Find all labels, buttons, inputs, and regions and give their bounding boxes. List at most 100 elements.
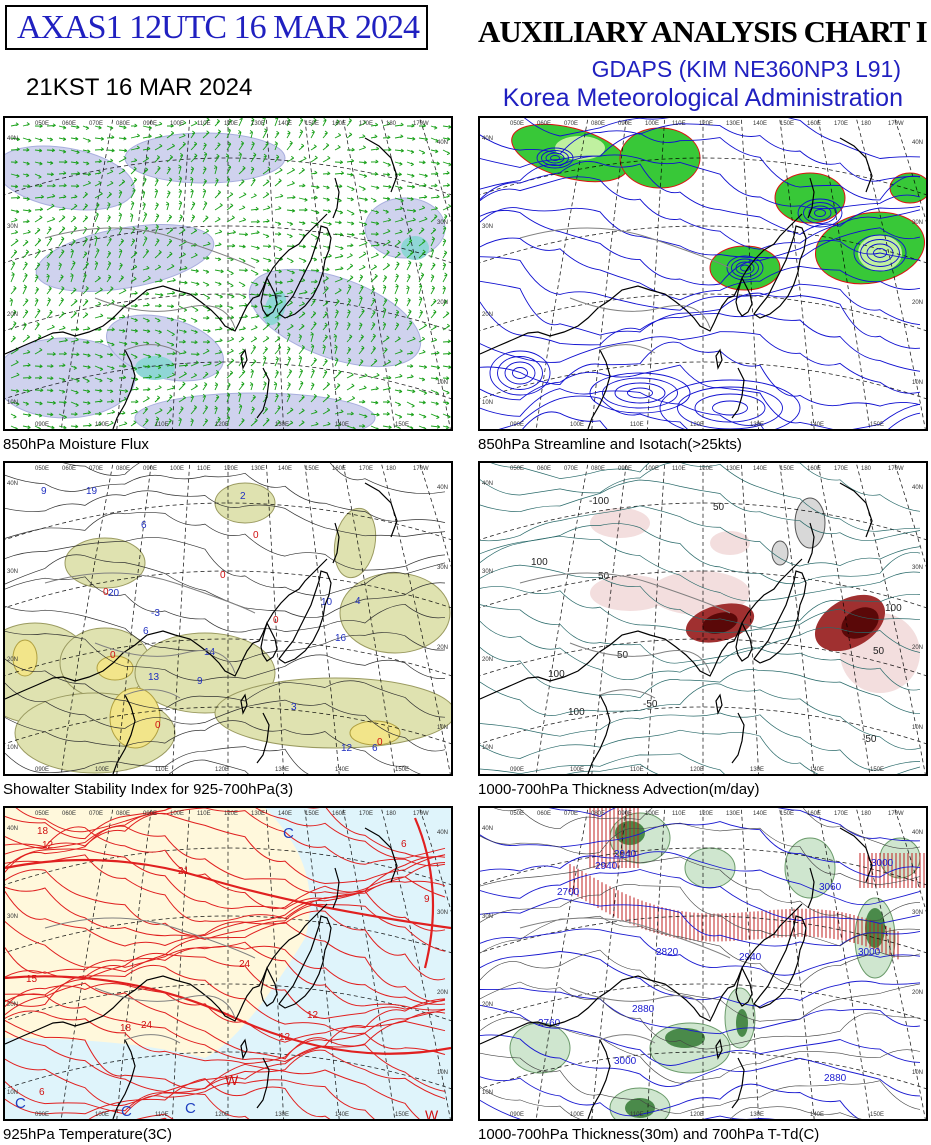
warm-center-letter: W — [225, 1072, 239, 1088]
lat-label-left: 30N — [482, 914, 493, 920]
wind-arrow — [442, 204, 451, 211]
wind-arrow — [298, 420, 305, 427]
wind-arrow — [442, 351, 451, 356]
wind-arrow — [262, 336, 270, 343]
lat-label-left: 20N — [7, 312, 18, 318]
contour-line — [480, 928, 921, 976]
wind-arrow — [202, 315, 210, 320]
lon-label-top: 150E — [305, 121, 319, 127]
cold-center-letter: C — [121, 1103, 132, 1119]
contour-labels: 12 18 15 6 9 12 21 24 6 12 18 24 — [26, 826, 430, 1098]
wind-arrow — [70, 298, 78, 307]
wind-arrow — [262, 141, 269, 151]
wind-arrow — [286, 140, 293, 151]
ssi-contours — [5, 463, 446, 774]
wind-arrow — [22, 249, 30, 259]
meridian-line — [116, 808, 152, 1119]
wind-arrow — [346, 172, 354, 177]
wind-arrow — [58, 274, 64, 283]
wind-arrow — [358, 251, 367, 259]
wind-arrow — [406, 149, 415, 154]
ttd-contours — [480, 808, 921, 1119]
contour-line — [5, 808, 446, 867]
wind-arrow — [154, 374, 162, 379]
wind-arrow — [418, 389, 428, 395]
lon-label-top: 110E — [197, 466, 211, 472]
lon-label-top: 130E — [251, 121, 265, 127]
contour-label: 100 — [568, 707, 585, 718]
wind-arrow — [394, 373, 403, 379]
wind-arrow — [34, 124, 43, 128]
wind-arrow — [238, 118, 243, 127]
wind-arrow — [226, 406, 231, 415]
wind-arrow — [166, 214, 173, 223]
coast-segment — [480, 213, 803, 355]
cold-center-markers: C C C C — [15, 825, 294, 1119]
wind-arrow — [382, 321, 387, 331]
wind-arrow — [118, 212, 123, 223]
lon-label-bottom: 110E — [155, 1112, 169, 1118]
wind-arrow — [190, 360, 199, 367]
wind-arrow — [22, 219, 30, 224]
wind-arrow — [154, 213, 160, 223]
wind-arrow — [274, 221, 282, 226]
wind-arrow — [34, 148, 43, 153]
wind-arrow — [22, 363, 31, 367]
wind-arrow — [226, 336, 235, 343]
wind-arrow — [94, 365, 104, 372]
wind-arrow — [166, 251, 173, 259]
lon-label-top: 180 — [386, 466, 397, 472]
wind-arrow — [322, 253, 332, 259]
wind-arrow — [142, 387, 151, 392]
wind-arrow — [370, 310, 376, 319]
wind-arrow — [430, 324, 437, 331]
wind-arrow — [430, 298, 437, 307]
shaded-area — [590, 508, 650, 538]
wind-arrow — [9, 297, 13, 307]
contour-label: 100 — [885, 603, 902, 614]
wind-arrow — [34, 173, 42, 179]
island-outline — [735, 621, 753, 662]
wind-arrow — [442, 285, 446, 295]
wind-arrow — [10, 389, 20, 393]
wind-arrow — [418, 194, 428, 199]
wind-arrow — [334, 409, 344, 415]
wind-arrow — [262, 244, 272, 249]
wind-arrow — [10, 209, 20, 214]
lat-label-left: 30N — [7, 914, 18, 920]
wind-arrow — [166, 290, 176, 295]
wind-arrow — [262, 304, 272, 309]
wind-arrow — [358, 399, 366, 404]
wind-arrow — [106, 420, 114, 427]
lon-label-top: 050E — [510, 466, 524, 472]
wind-arrow — [190, 176, 194, 187]
contour-label: 6 — [143, 626, 149, 637]
wind-arrow — [46, 203, 55, 211]
wind-arrow — [370, 358, 378, 367]
contour-line — [5, 554, 446, 618]
wind-arrow — [94, 191, 103, 199]
island-outline — [715, 1038, 723, 1060]
wind-arrow — [370, 273, 378, 283]
meridian-line — [419, 463, 451, 568]
wind-arrow — [310, 357, 317, 367]
lat-label-right: 40N — [912, 485, 923, 491]
coastline — [5, 827, 398, 1119]
meridian-line — [535, 118, 589, 429]
lon-label-bottom: 140E — [810, 422, 824, 428]
lon-label-bottom: 120E — [690, 422, 704, 428]
wind-arrow — [178, 381, 186, 391]
wind-arrow — [202, 256, 210, 260]
wind-arrow — [250, 193, 257, 199]
wind-arrow — [58, 363, 66, 368]
wind-arrow — [334, 357, 339, 367]
wind-arrow — [142, 329, 151, 334]
lat-label-right: 10N — [437, 380, 448, 386]
lon-label-top: 100E — [645, 811, 659, 817]
lon-label-top: 170W — [888, 811, 904, 817]
wind-arrow — [10, 122, 19, 127]
wind-arrow — [46, 297, 51, 307]
contour-line — [5, 658, 446, 718]
lon-label-bottom: 120E — [690, 1112, 704, 1118]
panel-temperature: 12 18 15 6 9 12 21 24 6 12 18 24 C C C C W W 050E 060E 070E 0… — [3, 806, 453, 1121]
